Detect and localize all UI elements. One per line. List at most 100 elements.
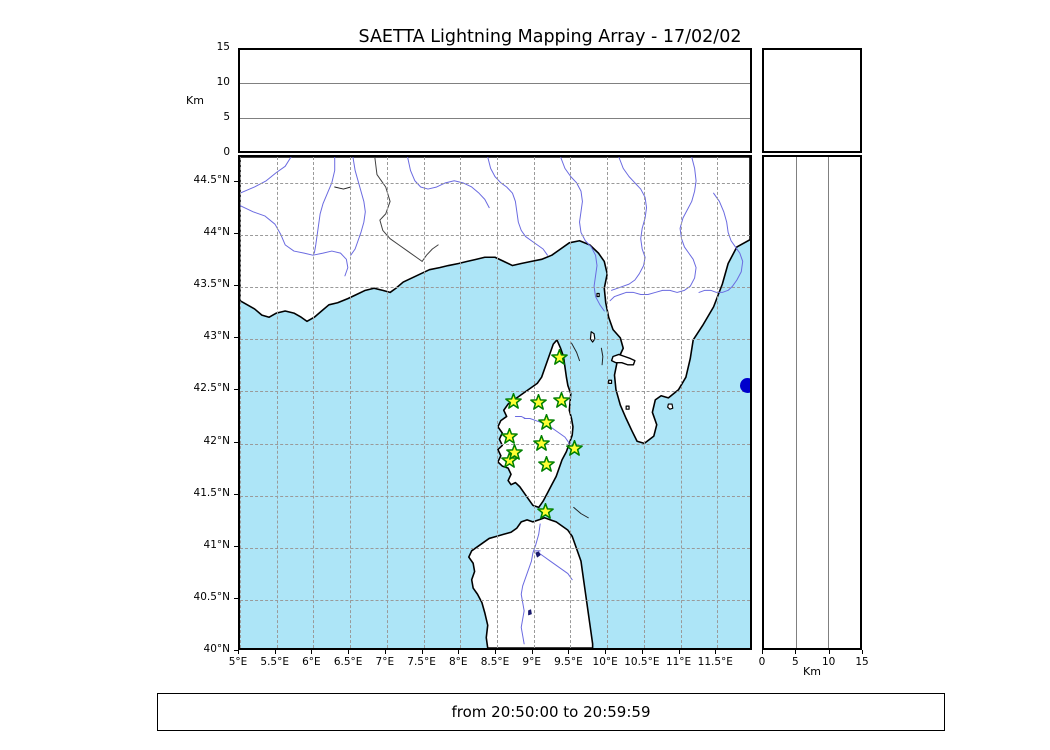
lat-tickmark-6 <box>234 337 238 339</box>
station-marker-icon[interactable] <box>500 427 518 445</box>
lon-tick-label-6°E: 6°E <box>302 656 321 668</box>
lon-tick-label-11°E: 11°E <box>665 656 692 668</box>
lat-tickmark-1 <box>234 597 238 599</box>
river-14 <box>538 552 573 581</box>
river-13 <box>520 523 541 645</box>
lon-tickmark-0 <box>238 650 239 654</box>
lat-tickmark-9 <box>234 181 238 183</box>
lake-2 <box>528 609 532 616</box>
station-marker-icon[interactable] <box>538 413 555 431</box>
coastline-sardinia <box>467 516 594 648</box>
alt-tick-label-0: 0 <box>223 146 230 158</box>
gridline-alt-5 <box>240 118 750 119</box>
lat-tick-label-42.5°N: 42.5°N <box>193 382 230 395</box>
lat-tick-label-43°N: 43°N <box>203 330 230 343</box>
km-tick-label-5: 5 <box>791 656 799 668</box>
station-marker-icon[interactable] <box>551 349 568 366</box>
km-tickmark-0 <box>762 650 763 654</box>
lon-tick-label-8°E: 8°E <box>448 656 468 668</box>
axis-label-km-horizontal: Km <box>803 665 821 678</box>
km-tick-label-15: 15 <box>855 656 869 668</box>
lon-tickmark-8 <box>531 650 533 654</box>
lat-tickmark-5 <box>234 389 238 391</box>
lon-tickmark-2 <box>311 650 313 654</box>
station-marker-icon[interactable] <box>553 391 571 409</box>
gridline-km-10 <box>828 157 829 648</box>
coastline-capraia <box>589 331 596 343</box>
station-marker-icon[interactable] <box>566 439 583 457</box>
lon-tick-label-9°E: 9°E <box>522 656 541 668</box>
lon-tick-label-11.5°E: 11.5°E <box>697 656 733 668</box>
map-geography <box>240 157 750 648</box>
lat-tick-label-41°N: 41°N <box>203 538 230 551</box>
lon-tickmark-12 <box>678 650 680 654</box>
coastline-montecristo <box>625 405 630 410</box>
km-tick-label-10: 10 <box>821 656 836 668</box>
km-tickmark-1 <box>795 650 797 654</box>
river-5 <box>407 157 490 209</box>
river-8 <box>611 157 648 291</box>
station-marker-icon[interactable] <box>533 434 551 452</box>
lat-tick-label-42°N: 42°N <box>203 434 230 447</box>
river-3 <box>313 157 336 254</box>
river-6 <box>487 157 548 256</box>
lat-tickmark-7 <box>234 285 238 287</box>
source-marker-dot[interactable] <box>740 378 750 394</box>
lat-tickmark-8 <box>234 233 238 235</box>
lon-tickmark-5 <box>421 650 423 654</box>
lon-tick-label-10°E: 10°E <box>592 656 618 668</box>
coastline-giglio <box>667 403 674 410</box>
lon-tickmark-10 <box>605 650 607 654</box>
lon-tick-label-10.5°E: 10.5°E <box>624 656 660 668</box>
altitude-vs-longitude-panel <box>238 48 752 153</box>
lon-tickmark-11 <box>641 650 643 654</box>
coastline-gorgona <box>596 292 600 298</box>
river-1 <box>240 157 292 194</box>
lon-tickmark-6 <box>458 650 460 654</box>
river-12 <box>514 415 527 420</box>
lon-tick-label-9.5°E: 9.5°E <box>554 656 583 668</box>
lat-tickmark-0 <box>234 650 238 651</box>
lat-tick-label-41.5°N: 41.5°N <box>193 486 230 499</box>
coastline-pianosa <box>608 379 613 384</box>
border-1 <box>374 157 423 262</box>
lat-tickmark-2 <box>234 545 238 547</box>
station-marker-icon[interactable] <box>537 456 555 473</box>
lon-tick-label-5.5°E: 5.5°E <box>260 656 289 668</box>
lat-tickmark-4 <box>234 441 238 443</box>
coast-detail-3 <box>573 506 589 519</box>
lon-tickmark-1 <box>274 650 276 654</box>
coast-detail-4 <box>334 186 352 190</box>
station-marker-icon[interactable] <box>536 503 554 520</box>
lon-tickmark-3 <box>348 650 350 654</box>
gridline-alt-10 <box>240 83 750 84</box>
lon-tickmark-13 <box>715 650 717 654</box>
lat-tick-label-44.5°N: 44.5°N <box>193 174 230 187</box>
km-tickmark-2 <box>828 650 830 654</box>
time-range-text: from 20:50:00 to 20:59:59 <box>451 703 651 721</box>
lon-tick-label-5°E: 5°E <box>228 656 248 668</box>
station-marker-icon[interactable] <box>530 393 548 411</box>
axis-label-km-vertical: Km <box>186 94 204 107</box>
river-2 <box>240 205 349 277</box>
lon-tickmark-4 <box>384 650 386 654</box>
alt-tick-label-15: 15 <box>216 41 230 53</box>
lat-tick-label-44°N: 44°N <box>203 226 230 239</box>
river-9 <box>609 157 697 302</box>
coastline-mainland <box>240 157 750 445</box>
lat-tick-label-40°N: 40°N <box>203 643 230 655</box>
station-marker-icon[interactable] <box>506 443 524 461</box>
map-panel[interactable] <box>238 155 752 650</box>
km-tick-label-0: 0 <box>758 656 766 668</box>
lon-tickmark-7 <box>495 650 496 654</box>
coastline-elba <box>610 353 636 366</box>
river-4 <box>350 157 366 256</box>
time-range-bar: from 20:50:00 to 20:59:59 <box>157 693 945 731</box>
station-marker-icon[interactable] <box>505 392 523 410</box>
lon-tick-label-7°E: 7°E <box>375 656 395 668</box>
page-title: SAETTA Lightning Mapping Array - 17/02/0… <box>358 27 742 47</box>
station-marker-icon[interactable] <box>500 451 518 469</box>
km-tickmark-3 <box>862 650 863 654</box>
lon-tickmark-9 <box>568 650 570 654</box>
